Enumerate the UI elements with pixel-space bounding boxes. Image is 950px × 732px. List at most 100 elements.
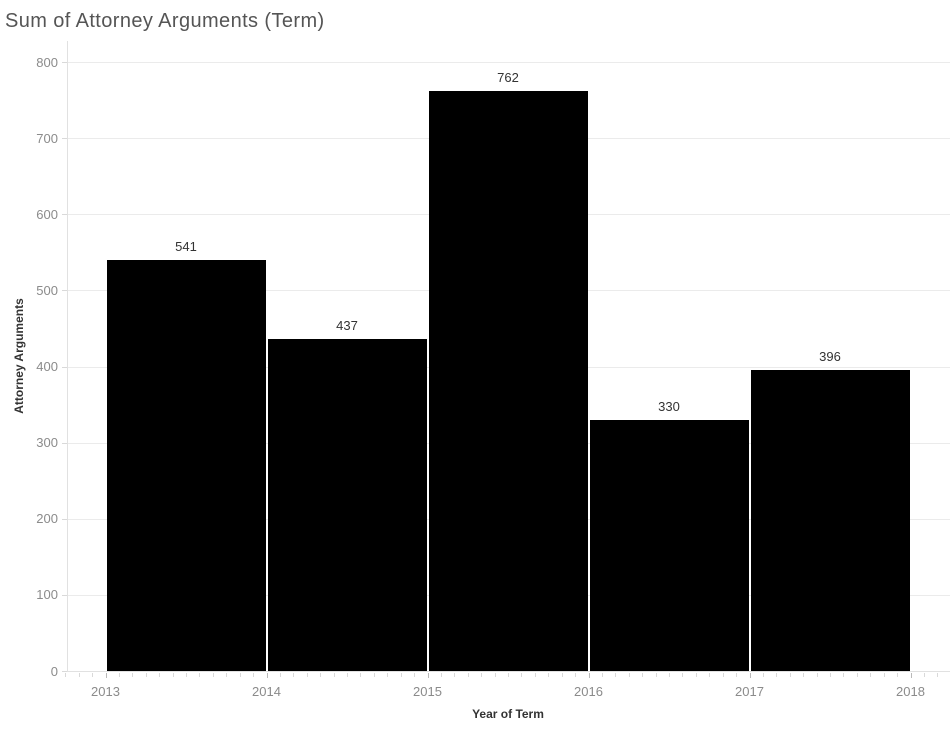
x-major-tick	[266, 672, 268, 678]
x-minor-tick	[695, 672, 697, 677]
x-minor-tick	[856, 672, 858, 677]
y-tick-label: 500	[36, 282, 58, 298]
x-minor-tick	[561, 672, 563, 677]
bar[interactable]	[428, 91, 588, 672]
y-tick	[62, 594, 67, 596]
bar-value-label: 541	[175, 238, 197, 254]
y-tick	[62, 442, 67, 444]
x-minor-tick	[883, 672, 885, 677]
x-minor-tick	[454, 672, 456, 677]
x-minor-tick	[762, 672, 764, 677]
x-tick-label: 2015	[413, 683, 442, 699]
x-minor-tick	[628, 672, 630, 677]
x-minor-tick	[481, 672, 483, 677]
x-axis-title: Year of Term	[472, 707, 544, 721]
x-minor-tick	[159, 672, 161, 677]
x-minor-tick	[172, 672, 174, 677]
x-minor-tick	[923, 672, 925, 677]
x-minor-tick	[78, 672, 80, 677]
x-minor-tick	[830, 672, 831, 677]
x-minor-tick	[655, 672, 657, 677]
x-minor-tick	[642, 672, 644, 677]
y-tick-label: 800	[36, 54, 58, 70]
x-minor-tick	[776, 672, 778, 677]
x-minor-tick	[387, 672, 389, 677]
x-major-tick	[105, 672, 107, 678]
y-tick-label: 200	[36, 511, 58, 527]
x-minor-tick	[414, 672, 416, 677]
x-minor-tick	[347, 672, 348, 677]
x-minor-tick	[92, 672, 94, 677]
bar[interactable]	[106, 259, 266, 672]
x-minor-tick	[508, 672, 509, 677]
bar[interactable]	[589, 420, 749, 672]
x-major-tick	[749, 672, 751, 678]
bar-value-label: 330	[658, 399, 680, 415]
x-minor-tick	[494, 672, 496, 677]
y-tick	[62, 214, 67, 216]
bar-value-label: 762	[497, 70, 519, 86]
bar-value-label: 437	[336, 317, 358, 333]
bar-value-label: 396	[819, 349, 841, 365]
y-tick	[62, 518, 67, 520]
x-minor-tick	[253, 672, 255, 677]
y-tick-label: 100	[36, 587, 58, 603]
x-tick-label: 2017	[735, 683, 764, 699]
y-tick-label: 600	[36, 206, 58, 222]
x-minor-tick	[440, 672, 442, 677]
x-tick-label: 2018	[896, 683, 925, 699]
x-minor-tick	[669, 672, 670, 677]
x-minor-tick	[789, 672, 791, 677]
bar[interactable]	[267, 338, 427, 672]
y-tick	[62, 671, 67, 672]
x-minor-tick	[615, 672, 617, 677]
y-tick	[62, 290, 67, 292]
x-minor-tick	[548, 672, 550, 677]
x-minor-tick	[816, 672, 818, 677]
x-minor-tick	[467, 672, 469, 677]
x-minor-tick	[118, 672, 120, 677]
y-tick-label: 400	[36, 359, 58, 374]
x-tick-label: 2016	[574, 683, 603, 699]
x-minor-tick	[897, 672, 899, 677]
x-minor-tick	[199, 672, 201, 677]
x-minor-tick	[575, 672, 577, 677]
gridline	[67, 62, 950, 63]
x-minor-tick	[239, 672, 241, 677]
x-minor-tick	[212, 672, 214, 677]
x-minor-tick	[843, 672, 845, 677]
x-minor-tick	[722, 672, 724, 677]
y-tick-label: 300	[36, 435, 58, 451]
x-minor-tick	[333, 672, 335, 677]
x-minor-tick	[937, 672, 939, 677]
x-minor-tick	[293, 672, 295, 677]
x-major-tick	[427, 672, 429, 678]
y-tick	[62, 366, 67, 368]
x-axis-line	[67, 671, 950, 672]
x-minor-tick	[306, 672, 308, 677]
x-minor-tick	[870, 672, 872, 677]
x-minor-tick	[132, 672, 134, 677]
y-tick-label: 700	[36, 130, 58, 146]
y-tick-label: 0	[50, 663, 58, 679]
x-minor-tick	[709, 672, 711, 677]
x-minor-tick	[400, 672, 402, 677]
x-major-tick	[910, 672, 912, 678]
x-minor-tick	[601, 672, 603, 677]
x-minor-tick	[186, 672, 187, 677]
x-minor-tick	[803, 672, 805, 677]
x-minor-tick	[279, 672, 281, 677]
y-tick	[62, 62, 67, 63]
x-minor-tick	[521, 672, 523, 677]
bar[interactable]	[750, 370, 910, 672]
x-minor-tick	[145, 672, 147, 677]
x-major-tick	[588, 672, 590, 678]
x-minor-tick	[736, 672, 738, 677]
chart-title: Sum of Attorney Arguments (Term)	[5, 10, 325, 32]
x-minor-tick	[320, 672, 322, 677]
x-minor-tick	[226, 672, 228, 677]
x-minor-tick	[360, 672, 362, 677]
y-tick	[62, 138, 67, 140]
x-minor-tick	[682, 672, 684, 677]
